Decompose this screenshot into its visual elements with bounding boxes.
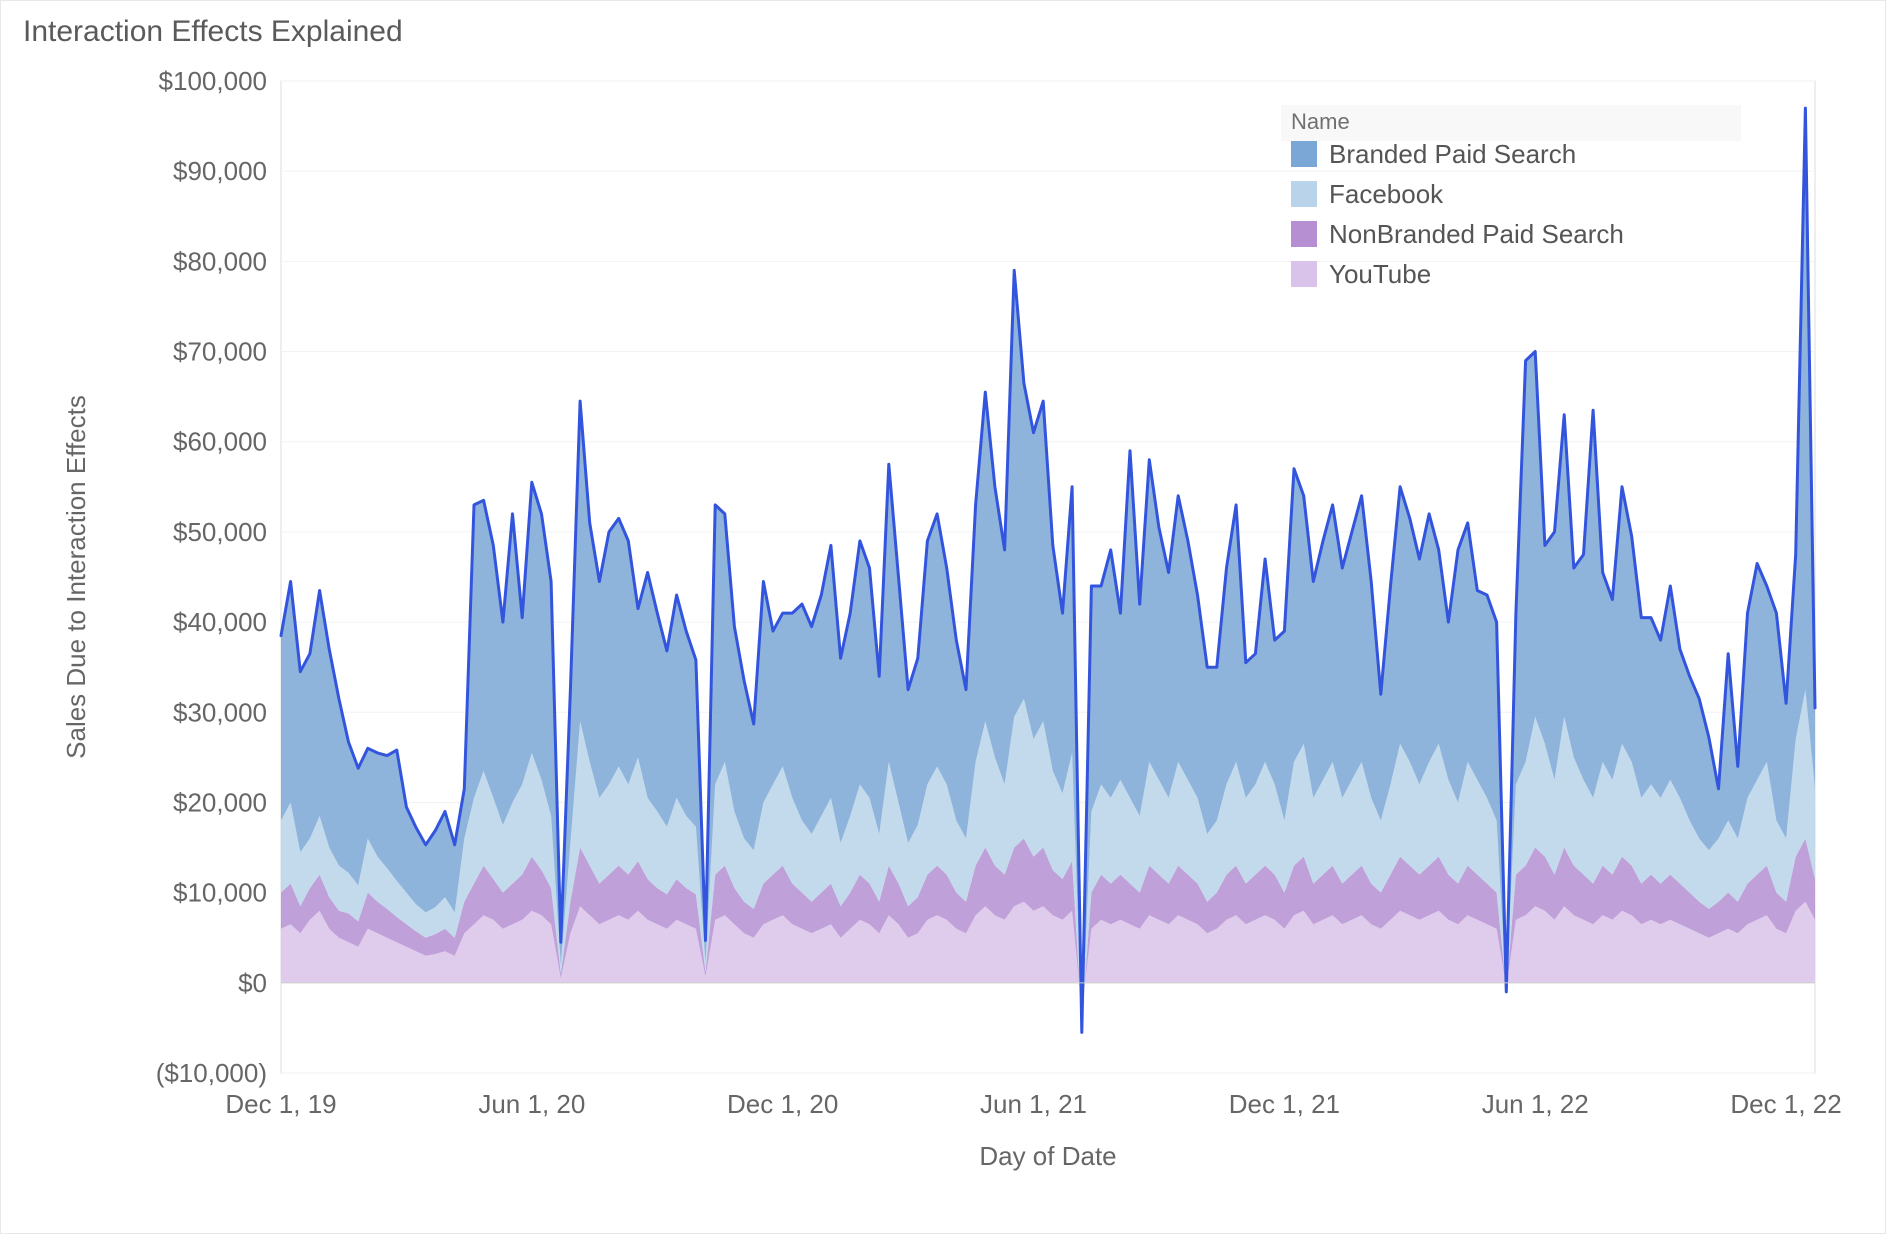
- x-tick-label: Dec 1, 19: [225, 1089, 336, 1119]
- legend-swatch[interactable]: [1291, 261, 1317, 287]
- legend-title-bg: [1281, 105, 1741, 141]
- x-tick-label: Dec 1, 21: [1229, 1089, 1340, 1119]
- x-tick-label: Jun 1, 22: [1482, 1089, 1589, 1119]
- y-tick-label: $100,000: [159, 66, 267, 96]
- legend-label[interactable]: YouTube: [1329, 259, 1431, 289]
- x-axis-label: Day of Date: [979, 1141, 1116, 1171]
- y-tick-label: $60,000: [173, 427, 267, 457]
- y-tick-label: $30,000: [173, 697, 267, 727]
- legend-swatch[interactable]: [1291, 221, 1317, 247]
- x-tick-label: Jun 1, 21: [980, 1089, 1087, 1119]
- legend-swatch[interactable]: [1291, 141, 1317, 167]
- x-tick-label: Dec 1, 20: [727, 1089, 838, 1119]
- legend-title: Name: [1291, 109, 1350, 134]
- chart-card: Interaction Effects Explained ($10,000) $…: [0, 0, 1886, 1234]
- y-tick-label: $40,000: [173, 607, 267, 637]
- x-tick-label: Jun 1, 20: [478, 1089, 585, 1119]
- legend-label[interactable]: Branded Paid Search: [1329, 139, 1576, 169]
- y-axis-label: Sales Due to Interaction Effects: [61, 395, 91, 759]
- y-tick-label: $20,000: [173, 787, 267, 817]
- chart-svg[interactable]: ($10,000) $0 $10,000 $20,000 $30,000 $40,000 $…: [31, 61, 1855, 1213]
- legend-label[interactable]: Facebook: [1329, 179, 1444, 209]
- x-tick-label: Dec 1, 22: [1730, 1089, 1841, 1119]
- y-tick-label: $50,000: [173, 517, 267, 547]
- y-tick-label: $90,000: [173, 156, 267, 186]
- y-tick-label: $70,000: [173, 337, 267, 367]
- y-tick-label: ($10,000): [156, 1058, 267, 1088]
- y-tick-label: $0: [238, 968, 267, 998]
- legend-swatch[interactable]: [1291, 181, 1317, 207]
- y-tick-label: $10,000: [173, 878, 267, 908]
- y-tick-label: $80,000: [173, 246, 267, 276]
- legend-label[interactable]: NonBranded Paid Search: [1329, 219, 1624, 249]
- chart-area[interactable]: ($10,000) $0 $10,000 $20,000 $30,000 $40,000 $…: [31, 61, 1855, 1213]
- chart-title: Interaction Effects Explained: [1, 1, 1885, 55]
